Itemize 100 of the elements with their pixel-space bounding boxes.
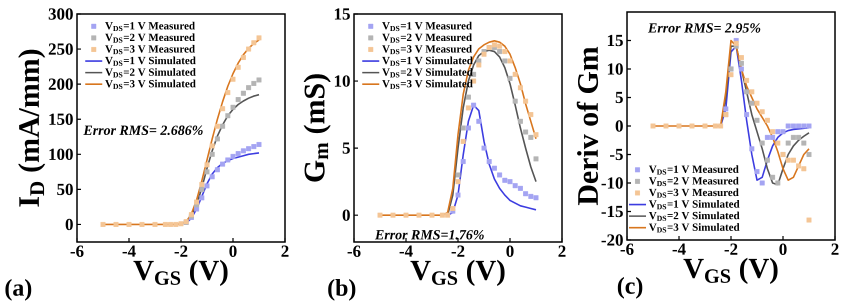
point: [416, 212, 422, 218]
point: [508, 58, 513, 64]
point: [518, 186, 523, 191]
legend-label: V$_{DS}$=3 V Simulated: [105, 80, 196, 89]
x-tick-label: -4: [672, 244, 686, 255]
point: [770, 134, 776, 140]
x-axis-title: V$_{GS}$ (V): [410, 260, 505, 286]
point: [173, 222, 178, 227]
point: [786, 140, 791, 146]
y-tick-label: 10: [334, 75, 350, 87]
x-axis-title: V$_{GS}$ (V): [133, 260, 228, 286]
legend-label: V$_{DS}$=2 V Measured: [105, 33, 195, 43]
x-tick-label: 0: [506, 246, 514, 257]
point: [754, 169, 760, 174]
point: [220, 162, 226, 167]
point: [764, 118, 770, 123]
point: [775, 129, 780, 134]
legend-label: V$_{DS}$=2 V Simulated: [648, 212, 740, 221]
point: [512, 183, 518, 188]
point: [460, 126, 466, 130]
point: [497, 44, 502, 49]
point: [770, 129, 776, 134]
point: [210, 143, 215, 148]
legend-label: V$_{DS}$=1 V Measured: [648, 165, 739, 175]
point: [240, 148, 246, 154]
point: [236, 64, 241, 70]
point: [460, 159, 466, 164]
point: [749, 146, 754, 152]
point: [199, 195, 204, 200]
point: [775, 180, 780, 186]
point: [796, 134, 802, 140]
point: [744, 112, 750, 118]
point: [476, 118, 482, 124]
point: [390, 212, 396, 218]
point: [796, 124, 802, 128]
point: [220, 106, 226, 112]
y-tick-label: 50: [57, 184, 73, 196]
point: [744, 89, 750, 94]
y-tick-label: 100: [49, 148, 73, 160]
x-tick-label: 0: [229, 246, 237, 257]
x-tick-label: -6: [348, 246, 361, 257]
point: [770, 174, 776, 180]
point: [240, 90, 246, 96]
point: [204, 183, 210, 188]
point: [210, 152, 215, 157]
point: [466, 126, 471, 130]
y-tick-label: 0: [616, 120, 623, 132]
point: [534, 195, 539, 200]
point: [456, 192, 461, 198]
point: [486, 159, 492, 164]
point: [738, 55, 744, 60]
point: [214, 167, 220, 172]
point: [256, 35, 262, 40]
point: [749, 100, 754, 106]
point: [199, 182, 204, 187]
point: [650, 124, 656, 128]
point: [512, 72, 518, 77]
point: [806, 152, 812, 157]
point: [728, 72, 734, 78]
point: [445, 212, 450, 218]
point: [450, 206, 456, 211]
legend-label: V$_{DS}$=1 V Simulated: [648, 200, 740, 210]
x-tick-label: -2: [174, 246, 188, 257]
point: [466, 105, 471, 110]
point: [230, 154, 236, 159]
x-tick-label: -4: [400, 246, 413, 257]
point: [760, 109, 765, 114]
point: [225, 113, 230, 118]
point: [528, 112, 534, 118]
point: [492, 166, 497, 171]
point: [523, 191, 528, 196]
legend-label: V$_{DS}$=1 V Measured: [105, 22, 195, 32]
point: [518, 85, 523, 90]
point: [460, 138, 466, 144]
y-axis-title: I$_{D}$ (mA/mm): [18, 50, 46, 207]
point: [744, 78, 750, 83]
x-tick-label: 0: [779, 244, 787, 255]
point: [140, 222, 144, 227]
point: [214, 136, 220, 142]
point: [754, 100, 760, 106]
x-tick-label: -6: [70, 246, 84, 257]
x-tick-label: -2: [452, 246, 464, 257]
point: [230, 76, 236, 82]
point: [194, 200, 200, 205]
point: [801, 140, 806, 146]
point: [718, 124, 724, 128]
point: [240, 54, 246, 60]
x-tick-label: -2: [724, 244, 738, 255]
y-tick-label: 10: [608, 63, 623, 75]
y-tick-label: 250: [48, 43, 73, 55]
point: [497, 49, 502, 54]
point: [760, 140, 765, 146]
point: [702, 124, 708, 128]
point: [178, 221, 184, 226]
point: [256, 77, 262, 82]
point: [760, 180, 765, 186]
annotation: Error RMS=1.76%: [374, 230, 484, 240]
y-tick-label: -20: [602, 234, 623, 246]
point: [210, 174, 215, 180]
point: [114, 222, 118, 227]
